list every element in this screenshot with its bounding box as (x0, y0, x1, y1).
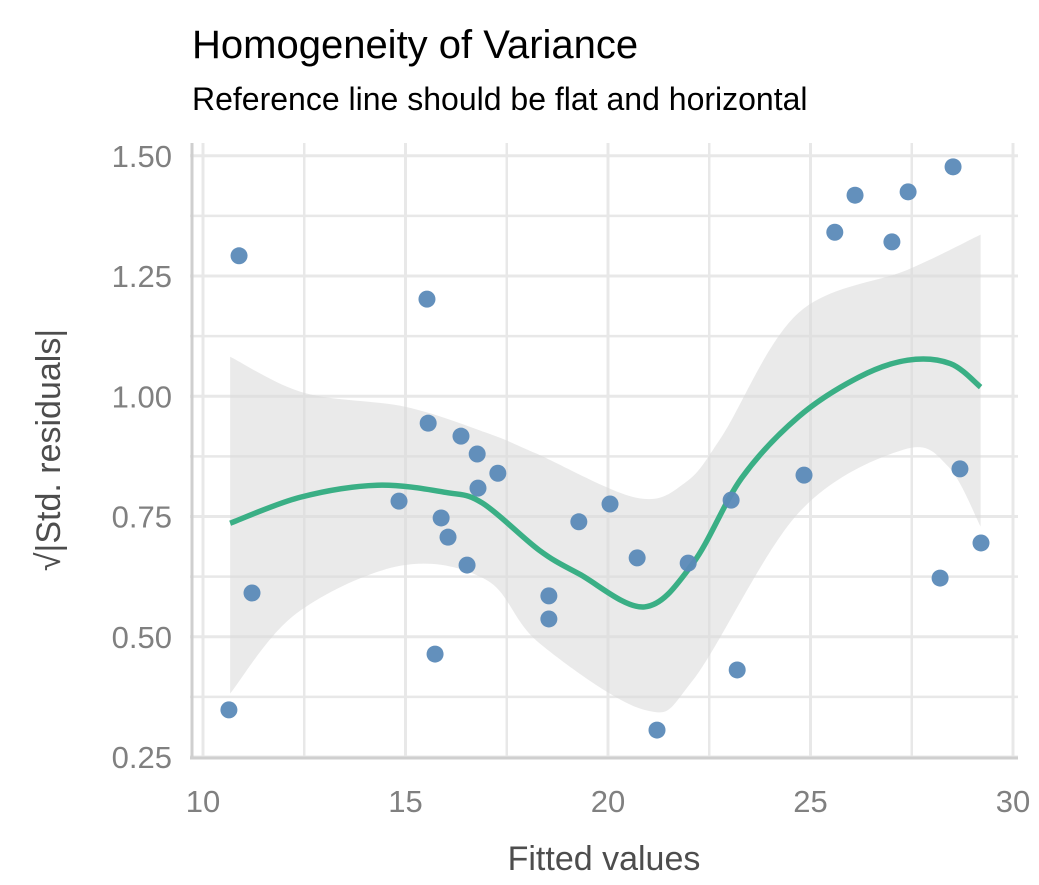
data-point (899, 183, 917, 201)
data-point (439, 528, 457, 546)
data-point (826, 223, 844, 241)
data-point (951, 460, 969, 478)
points (220, 158, 990, 739)
data-point (972, 534, 990, 552)
x-tick-label: 15 (388, 784, 422, 819)
data-point (230, 247, 248, 265)
x-tick-label: 30 (996, 784, 1030, 819)
data-point (243, 584, 261, 602)
data-point (390, 492, 408, 510)
y-axis-label: √|Std. residuals| (30, 329, 68, 571)
data-point (540, 587, 558, 605)
smooth-line-path (229, 356, 983, 610)
y-tick-label: 0.25 (112, 740, 172, 775)
y-tick-label: 1.25 (112, 259, 172, 294)
data-point (931, 569, 949, 587)
data-point (846, 186, 864, 204)
data-point (469, 479, 487, 497)
data-point (419, 414, 437, 432)
data-point (570, 513, 588, 531)
data-point (944, 158, 962, 176)
data-point (220, 701, 238, 719)
data-point (426, 645, 444, 663)
data-point (468, 445, 486, 463)
data-point (648, 721, 666, 739)
data-point (432, 509, 450, 527)
data-point (540, 610, 558, 628)
y-tick-label: 0.50 (112, 620, 172, 655)
data-point (883, 233, 901, 251)
data-point (722, 491, 740, 509)
data-point (601, 495, 619, 513)
data-point (728, 661, 746, 679)
x-tick-label: 25 (793, 784, 827, 819)
smooth-line (229, 356, 983, 610)
ticks: 10 15 20 25 30 0.25 0.50 0.75 1.00 1.25 1.50 (112, 139, 1031, 819)
chart-title: Homogeneity of Variance (192, 23, 638, 67)
data-point (489, 464, 507, 482)
data-point (458, 556, 476, 574)
data-point (628, 549, 646, 567)
y-tick-label: 0.75 (112, 500, 172, 535)
confidence-band (230, 234, 981, 713)
data-point (452, 427, 470, 445)
data-point (418, 290, 436, 308)
confidence-band-area (230, 234, 981, 713)
chart-subtitle: Reference line should be flat and horizo… (192, 81, 808, 117)
data-point (795, 466, 813, 484)
y-tick-label: 1.00 (112, 379, 172, 414)
x-tick-label: 10 (186, 784, 220, 819)
x-tick-label: 20 (591, 784, 625, 819)
data-point (679, 554, 697, 572)
y-tick-label: 1.50 (112, 139, 172, 174)
x-axis-label: Fitted values (508, 840, 701, 878)
